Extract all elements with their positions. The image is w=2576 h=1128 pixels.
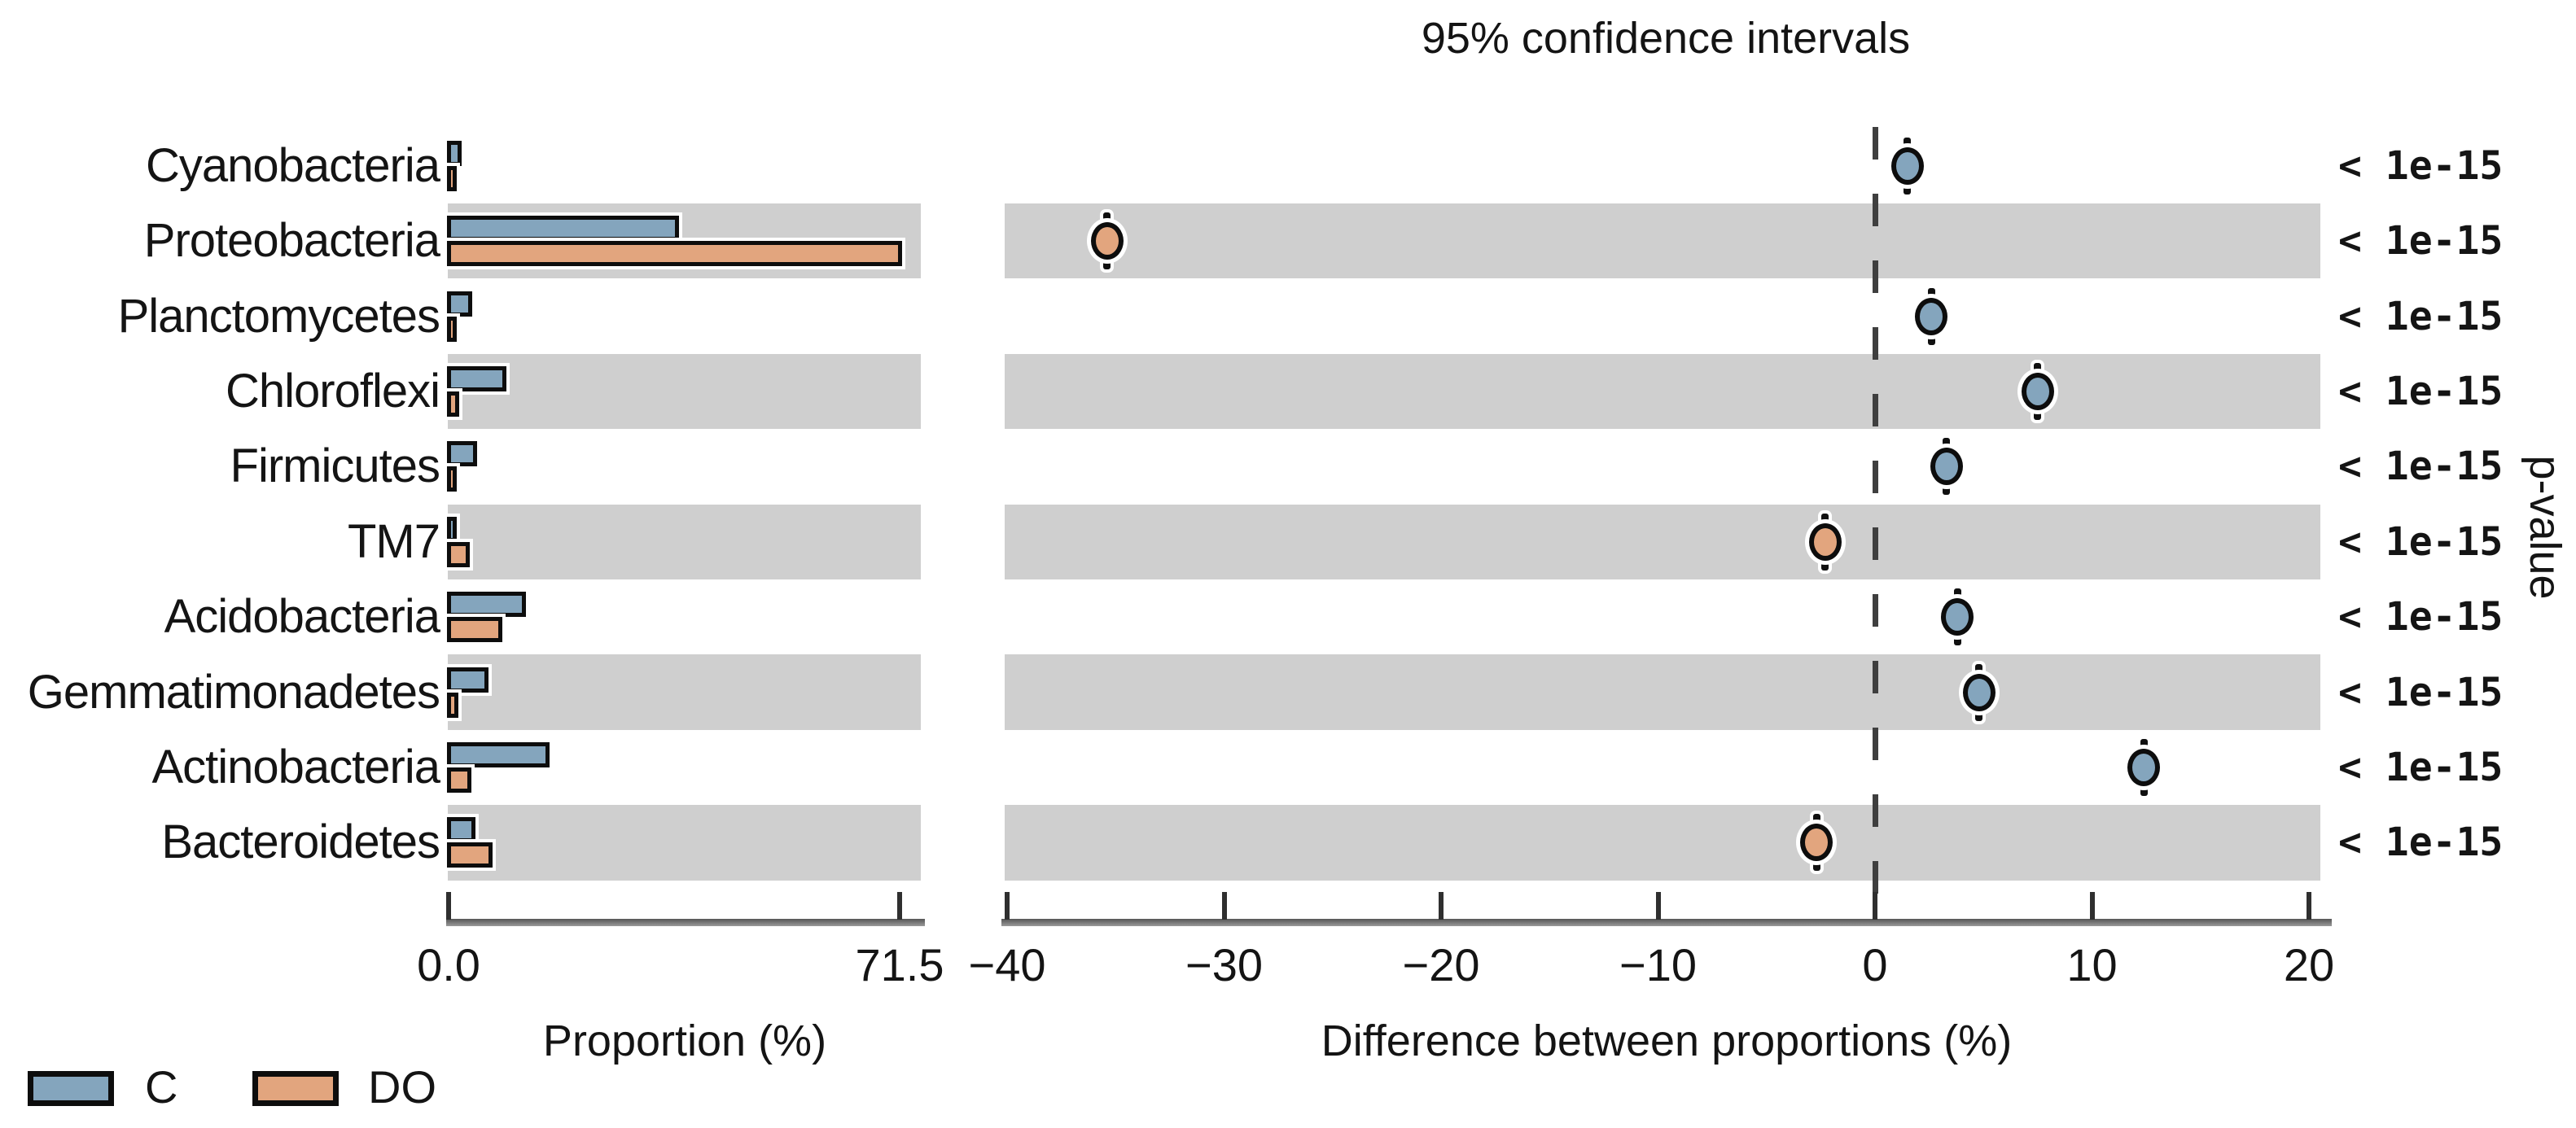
row-band-right — [1005, 654, 2320, 730]
difference-dot — [1890, 146, 1924, 185]
proportion-bar-do — [447, 692, 459, 718]
difference-axis-tick-label: 0 — [1862, 939, 1888, 990]
proportion-bar-do — [447, 842, 493, 868]
proportion-bar-do — [447, 541, 471, 567]
zero-reference-line — [1873, 127, 1878, 919]
category-label: Firmicutes — [230, 439, 440, 493]
category-label: Proteobacteria — [143, 214, 440, 268]
difference-dot — [1915, 297, 1948, 335]
proportion-axis-title: Proportion (%) — [542, 1017, 827, 1065]
difference-axis-tick-label: 20 — [2283, 939, 2335, 990]
proportion-bar-c — [447, 441, 477, 467]
proportion-bar-do — [447, 617, 502, 643]
difference-axis-tick — [1221, 892, 1227, 920]
plot-title: 95% confidence intervals — [1421, 14, 1911, 63]
proportion-bar-c — [447, 140, 462, 166]
difference-dot — [2021, 373, 2054, 410]
difference-axis-tick-label: −20 — [1402, 939, 1480, 990]
p-value: < 1e-15 — [2338, 669, 2504, 715]
p-value: < 1e-15 — [2338, 594, 2504, 641]
proportion-bar-do — [447, 316, 457, 342]
proportion-bar-do — [447, 767, 471, 793]
difference-axis-tick-label: −40 — [968, 939, 1046, 990]
difference-dot — [1930, 448, 1963, 486]
difference-dot — [1800, 824, 1833, 862]
proportion-bar-c — [447, 742, 550, 767]
category-label: Actinobacteria — [151, 741, 440, 794]
row-band-left — [448, 504, 921, 579]
category-label: Acidobacteria — [164, 590, 440, 644]
p-value: < 1e-15 — [2338, 444, 2504, 490]
p-value: < 1e-15 — [2338, 518, 2504, 565]
difference-dot — [1941, 598, 1974, 636]
proportion-axis-line — [446, 919, 925, 926]
difference-axis-tick — [1005, 892, 1010, 920]
difference-axis-tick — [1873, 892, 1877, 920]
difference-axis-tick-label: 10 — [2066, 939, 2118, 990]
difference-dot — [1090, 222, 1124, 260]
difference-axis-tick — [2089, 892, 2095, 920]
pvalue-axis-title: p-value — [2521, 455, 2569, 600]
row-band-left — [448, 654, 921, 730]
proportion-axis-tick — [446, 892, 451, 920]
legend-swatch-do — [252, 1071, 339, 1106]
p-value: < 1e-15 — [2338, 369, 2504, 414]
proportion-bar-c — [447, 216, 679, 242]
difference-dot — [1962, 673, 1996, 711]
difference-axis-tick — [1439, 892, 1444, 920]
category-label: TM7 — [348, 514, 440, 568]
proportion-bar-c — [447, 516, 457, 542]
category-label: Bacteroidetes — [161, 815, 440, 869]
legend-label-c: C — [145, 1061, 178, 1113]
row-band-right — [1005, 504, 2320, 579]
category-label: Chloroflexi — [226, 365, 440, 418]
proportion-bar-c — [447, 366, 507, 391]
proportion-bar-do — [447, 241, 902, 267]
difference-axis-tick-label: −10 — [1619, 939, 1697, 990]
proportion-bar-do — [447, 391, 460, 417]
row-band-right — [1005, 203, 2320, 279]
difference-axis-title: Difference between proportions (%) — [1321, 1017, 2013, 1065]
difference-dot — [1808, 522, 1842, 561]
p-value: < 1e-15 — [2338, 218, 2504, 265]
category-label: Cyanobacteria — [146, 138, 440, 192]
legend-swatch-c — [28, 1071, 114, 1106]
difference-axis-tick — [2307, 892, 2311, 920]
proportion-bar-do — [447, 466, 457, 492]
difference-dot — [2127, 749, 2161, 786]
proportion-axis-tick-label: 71.5 — [855, 939, 944, 990]
row-band-right — [1005, 805, 2320, 881]
p-value: < 1e-15 — [2338, 142, 2504, 189]
p-value: < 1e-15 — [2338, 745, 2504, 790]
row-band-left — [448, 805, 921, 881]
difference-axis-tick — [1655, 892, 1661, 920]
row-band-left — [448, 353, 921, 430]
difference-axis-tick-label: −30 — [1185, 939, 1263, 990]
proportion-axis-tick — [896, 892, 902, 920]
proportion-bar-c — [447, 817, 476, 843]
p-value: < 1e-15 — [2338, 820, 2504, 866]
legend-label-do: DO — [368, 1061, 436, 1113]
proportion-bar-c — [447, 667, 489, 693]
row-band-right — [1005, 353, 2320, 430]
category-label: Gemmatimonadetes — [27, 665, 440, 719]
category-label: Planctomycetes — [117, 289, 440, 343]
proportion-axis-tick-label: 0.0 — [417, 939, 480, 990]
difference-axis-line — [1001, 919, 2332, 926]
p-value: < 1e-15 — [2338, 293, 2504, 339]
proportion-bar-c — [447, 291, 473, 317]
proportion-bar-c — [447, 592, 527, 618]
proportion-bar-do — [447, 165, 457, 191]
